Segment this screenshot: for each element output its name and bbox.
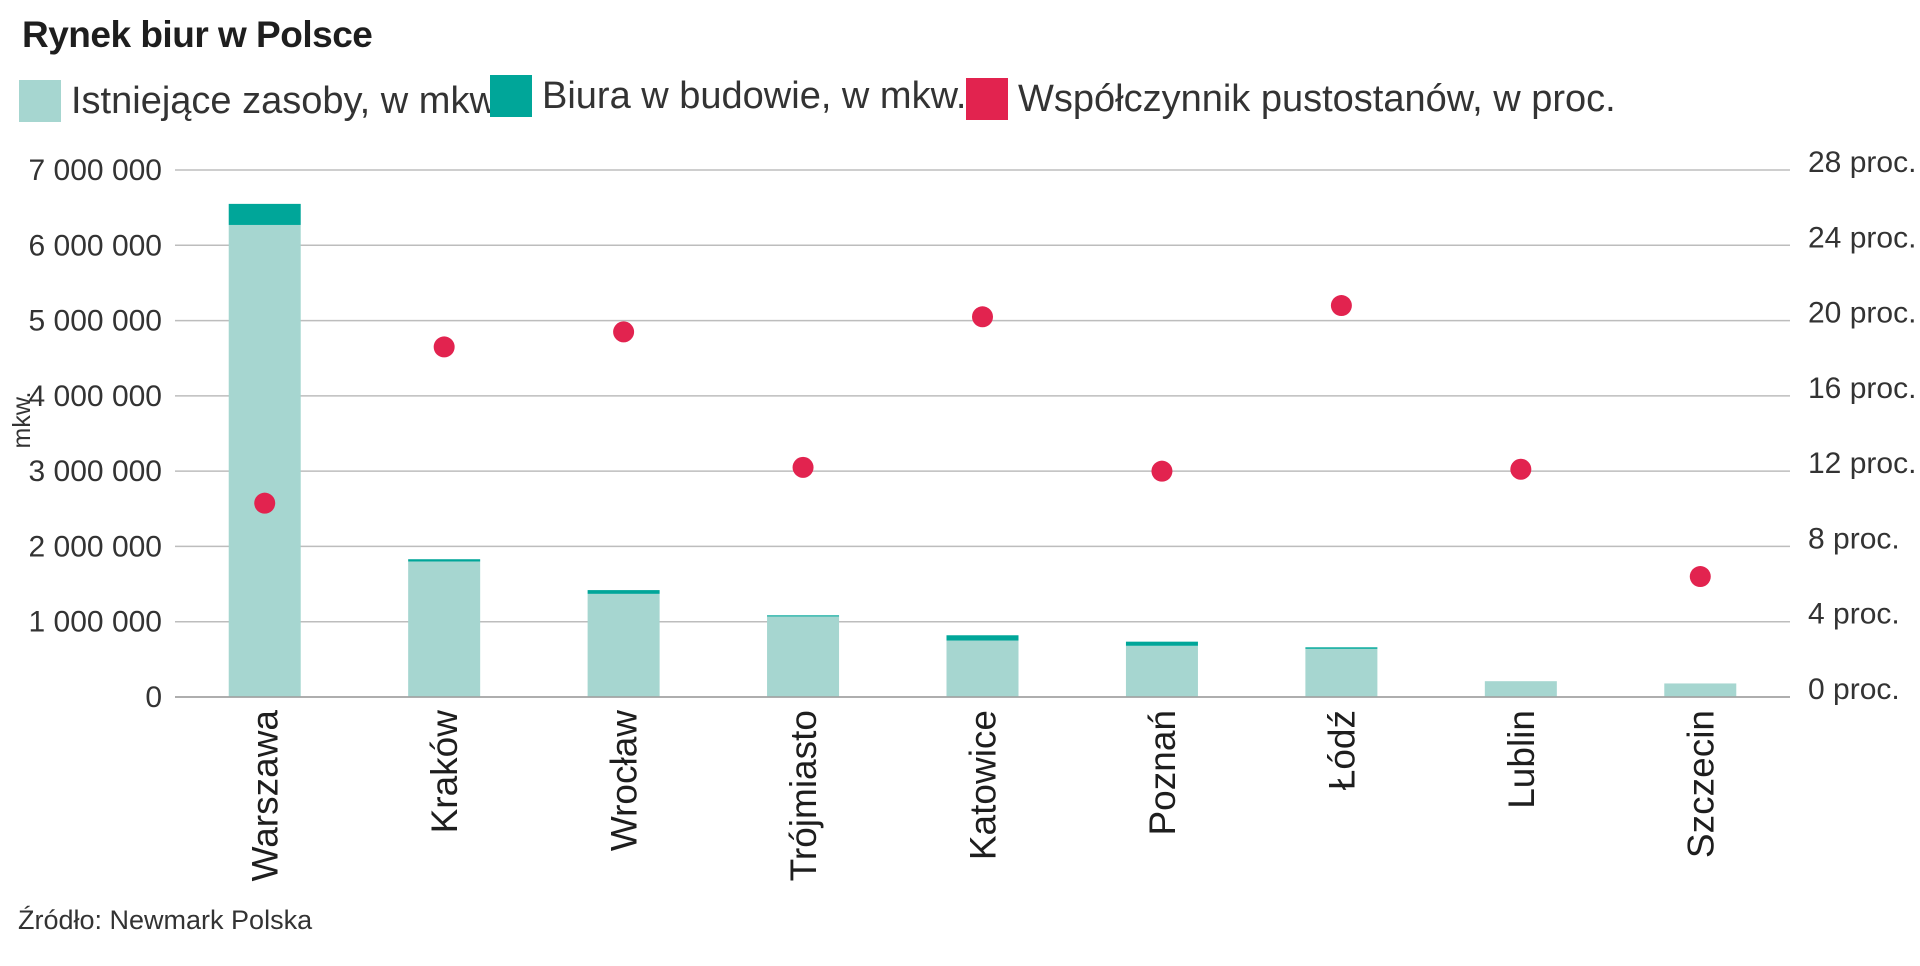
x-axis-category-label: Katowice	[963, 710, 1004, 860]
bar-existing-stock	[408, 561, 481, 697]
legend-label-under-construction: Biura w budowie, w mkw.	[542, 74, 967, 117]
y2-axis-tick-label: 24 proc.	[1808, 221, 1916, 254]
legend-item-existing-stock: Istniejące zasoby, w mkw.	[19, 76, 505, 126]
vacancy-rate-point	[254, 492, 276, 514]
legend-swatch-vacancy-rate	[966, 78, 1008, 120]
bar-under-construction	[1125, 641, 1198, 646]
chart-title: Rynek biur w Polsce	[22, 14, 373, 55]
y-axis-tick-label: 3 000 000	[29, 455, 162, 488]
bar-existing-stock	[1305, 648, 1378, 697]
x-axis-category-label: Poznań	[1142, 710, 1183, 836]
bar-existing-stock	[1125, 645, 1198, 697]
vacancy-rate-point	[1151, 460, 1173, 482]
x-axis-category-label: Kraków	[424, 710, 465, 834]
y-axis-label: mkw.	[8, 392, 36, 449]
legend-swatch-existing-stock	[19, 80, 61, 122]
y-axis-tick-label: 6 000 000	[29, 229, 162, 262]
vacancy-rate-point	[1330, 295, 1352, 317]
bar-existing-stock	[228, 224, 301, 698]
x-axis-category-label: Trójmiasto	[783, 710, 824, 881]
bar-existing-stock	[946, 640, 1019, 697]
legend-item-vacancy-rate: Współczynnik pustostanów, w proc.	[966, 74, 1616, 124]
x-axis-category-label: Lublin	[1501, 710, 1542, 809]
y2-axis-tick-label: 16 proc.	[1808, 372, 1916, 405]
vacancy-rate-point	[1510, 458, 1532, 480]
y-axis-tick-label: 5 000 000	[29, 305, 162, 338]
bar-under-construction	[1305, 647, 1378, 649]
vacancy-rate-point	[613, 321, 635, 343]
x-axis-category-label: Łódź	[1321, 710, 1362, 790]
y-axis-tick-label: 0	[145, 681, 162, 714]
bar-existing-stock	[587, 593, 660, 697]
vacancy-rate-point	[433, 336, 455, 358]
x-axis-category-label: Wrocław	[604, 710, 645, 851]
legend-label-vacancy-rate: Współczynnik pustostanów, w proc.	[1018, 77, 1616, 120]
x-axis-category-label: Szczecin	[1680, 710, 1721, 858]
y-axis-tick-label: 4 000 000	[29, 380, 162, 413]
vacancy-rate-point	[792, 456, 814, 478]
bar-under-construction	[408, 559, 481, 562]
bar-under-construction	[587, 590, 660, 594]
y2-axis-tick-label: 4 proc.	[1808, 598, 1900, 631]
legend-label-existing-stock: Istniejące zasoby, w mkw.	[71, 79, 506, 122]
vacancy-rate-point	[972, 306, 993, 328]
bar-under-construction	[228, 203, 301, 225]
legend-swatch-under-construction	[490, 75, 532, 117]
bar-under-construction	[946, 635, 1019, 641]
y2-axis-tick-label: 20 proc.	[1808, 297, 1916, 330]
y-axis-tick-label: 1 000 000	[29, 606, 162, 639]
legend-item-under-construction: Biura w budowie, w mkw.	[490, 71, 967, 121]
y2-axis-tick-label: 12 proc.	[1808, 447, 1916, 480]
y2-axis-tick-label: 28 proc.	[1808, 146, 1916, 179]
x-axis-category-label: Warszawa	[245, 710, 286, 882]
vacancy-rate-point	[1689, 566, 1711, 588]
y-axis-tick-label: 2 000 000	[29, 530, 162, 563]
source-note: Źródło: Newmark Polska	[18, 905, 313, 935]
y2-axis-tick-label: 8 proc.	[1808, 522, 1900, 555]
bar-under-construction	[767, 615, 840, 617]
y2-axis-tick-label: 0 proc.	[1808, 673, 1900, 706]
bar-existing-stock	[1484, 681, 1557, 697]
y-axis-tick-label: 7 000 000	[29, 154, 162, 187]
bar-existing-stock	[1664, 683, 1737, 697]
bar-existing-stock	[767, 616, 840, 697]
